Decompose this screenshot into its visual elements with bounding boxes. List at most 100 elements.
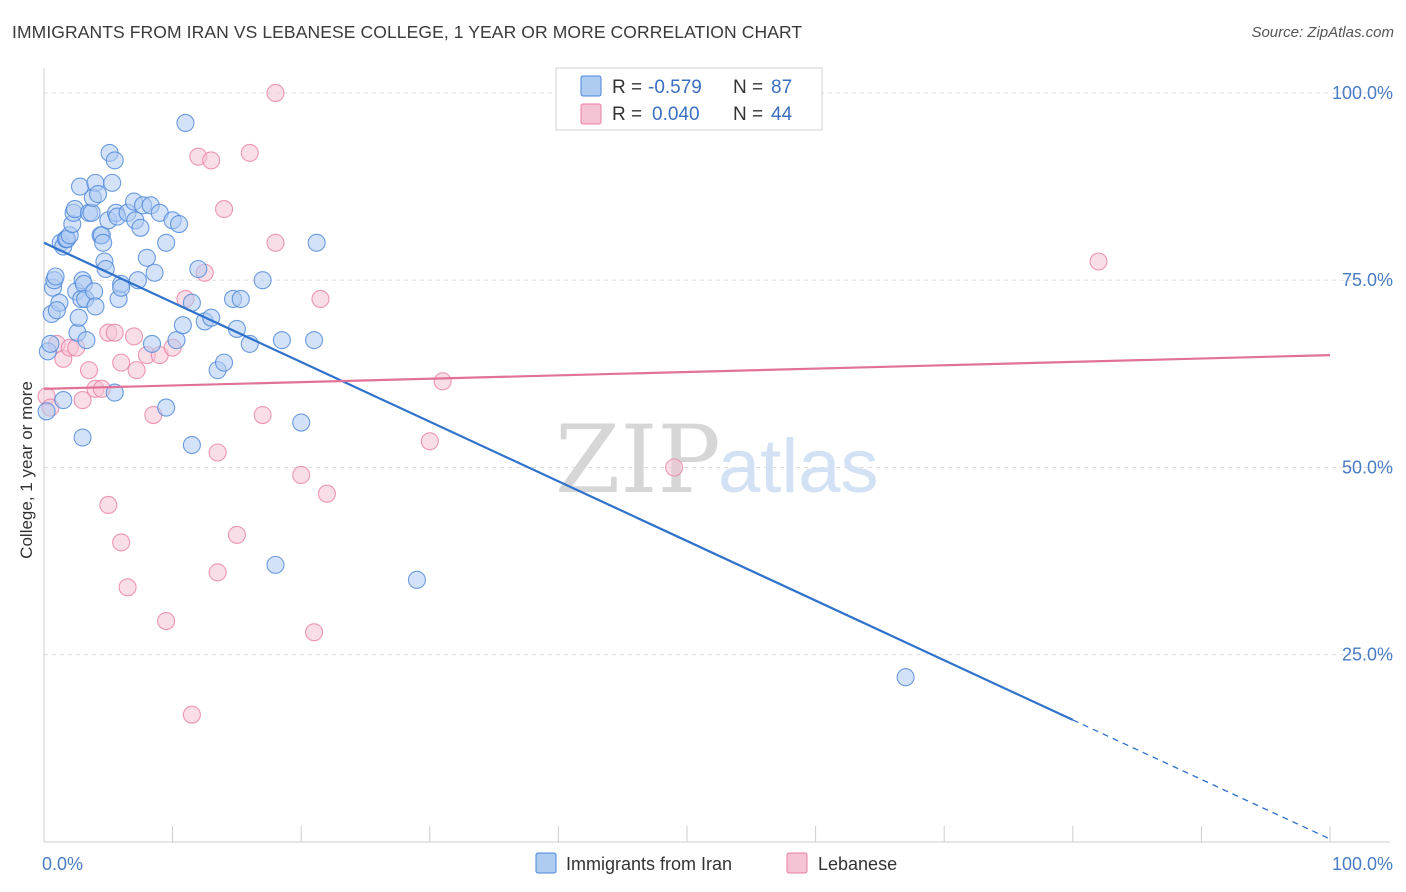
iran-point — [86, 297, 105, 316]
iran-point — [407, 570, 426, 589]
legend-r-label: R = — [612, 77, 642, 98]
legend-swatch-iran — [580, 75, 602, 97]
bottom-legend-swatch-iran — [535, 852, 557, 874]
lebanese-point — [127, 361, 146, 380]
lebanese-points — [37, 83, 1108, 724]
lebanese-point — [202, 151, 221, 170]
iran-point — [896, 668, 915, 687]
lebanese-point — [311, 289, 330, 309]
legend-row-iran: R = -0.579 N = 87 — [580, 75, 792, 98]
lebanese-point — [118, 578, 137, 597]
legend-r-label: R = — [612, 104, 642, 125]
iran-point — [169, 215, 189, 234]
legend-n-value-iran: 87 — [771, 77, 792, 98]
legend: R = -0.579 N = 87 R = 0.040 N = 44 — [555, 67, 823, 131]
iran-point — [137, 248, 156, 267]
iran-point — [266, 555, 285, 574]
iran-point — [69, 308, 88, 327]
bottom-legend-label-lebanese: Lebanese — [818, 854, 897, 874]
watermark-atlas: atlas — [718, 424, 879, 509]
iran-point — [105, 383, 124, 402]
iran-point — [307, 233, 326, 252]
iran-point — [157, 398, 176, 417]
iran-trend-line — [43, 241, 1074, 721]
lebanese-point — [665, 458, 684, 477]
lebanese-trend-line — [43, 354, 1331, 390]
chart-title: IMMIGRANTS FROM IRAN VS LEBANESE COLLEGE… — [12, 22, 803, 42]
y-tick-label: 25.0% — [1342, 645, 1393, 665]
lebanese-point — [73, 391, 92, 410]
lebanese-point — [317, 484, 336, 503]
iran-trend-extension — [1072, 719, 1331, 840]
lebanese-point — [99, 495, 118, 514]
lebanese-point — [292, 465, 311, 485]
iran-point — [73, 428, 92, 447]
lebanese-point — [112, 353, 131, 372]
iran-point — [94, 233, 113, 252]
legend-row-lebanese: R = 0.040 N = 44 — [580, 103, 793, 125]
lebanese-point — [240, 143, 259, 162]
iran-point — [173, 316, 192, 335]
iran-point — [85, 282, 104, 301]
grid-lines — [44, 92, 1390, 656]
iran-point — [37, 402, 56, 421]
y-tick-label: 75.0% — [1342, 270, 1393, 290]
iran-point — [54, 391, 73, 410]
lebanese-point — [1089, 252, 1108, 271]
lebanese-point — [266, 233, 285, 252]
lebanese-point — [112, 533, 131, 552]
iran-point — [46, 267, 65, 286]
watermark: ZIP atlas — [555, 406, 879, 515]
y-axis-label: College, 1 year or more — [17, 381, 36, 559]
iran-point — [47, 301, 66, 320]
iran-point — [105, 151, 124, 170]
iran-point — [88, 185, 108, 204]
y-tick-label: 100.0% — [1332, 83, 1393, 103]
x-tick-label: 0.0% — [42, 854, 83, 874]
iran-point — [157, 233, 176, 252]
lebanese-point — [124, 327, 144, 346]
legend-swatch-lebanese — [580, 103, 602, 125]
lebanese-point — [79, 361, 99, 380]
legend-n-label: N = — [733, 77, 763, 98]
source-credit: Source: ZipAtlas.com — [1251, 24, 1394, 41]
lebanese-point — [182, 705, 201, 724]
lebanese-point — [105, 323, 124, 342]
bottom-legend: Immigrants from Iran Lebanese — [535, 852, 897, 874]
legend-n-label: N = — [733, 104, 763, 125]
lebanese-point — [157, 611, 176, 631]
lebanese-point — [266, 83, 285, 103]
iran-point — [292, 413, 311, 432]
lebanese-point — [208, 563, 227, 582]
y-tick-label: 50.0% — [1342, 457, 1393, 477]
iran-point — [103, 173, 122, 192]
lebanese-point — [253, 406, 272, 425]
iran-point — [142, 334, 162, 353]
lebanese-point — [214, 200, 234, 219]
watermark-zip: ZIP — [555, 406, 721, 515]
axes — [43, 68, 1390, 843]
bottom-legend-swatch-lebanese — [786, 852, 808, 874]
tick-labels: 25.0% 50.0% 75.0% 100.0% 0.0% 100.0% — [42, 83, 1393, 874]
iran-point — [272, 331, 291, 350]
iran-point — [253, 271, 272, 290]
iran-point — [77, 331, 96, 350]
iran-point — [82, 203, 101, 222]
iran-point — [167, 331, 186, 350]
iran-point — [41, 334, 60, 353]
trend-lines — [43, 241, 1331, 840]
x-tick-label: 100.0% — [1332, 854, 1393, 874]
legend-r-value-iran: -0.579 — [648, 77, 702, 98]
iran-points — [37, 113, 915, 687]
iran-point — [145, 263, 164, 282]
lebanese-point — [305, 623, 324, 642]
lebanese-point — [433, 372, 452, 391]
iran-point — [182, 435, 201, 455]
legend-r-value-lebanese: 0.040 — [652, 104, 700, 125]
bottom-legend-label-iran: Immigrants from Iran — [566, 854, 732, 874]
iran-point — [176, 113, 195, 132]
iran-point — [214, 353, 234, 372]
iran-point — [189, 259, 208, 279]
iran-point — [131, 218, 150, 237]
